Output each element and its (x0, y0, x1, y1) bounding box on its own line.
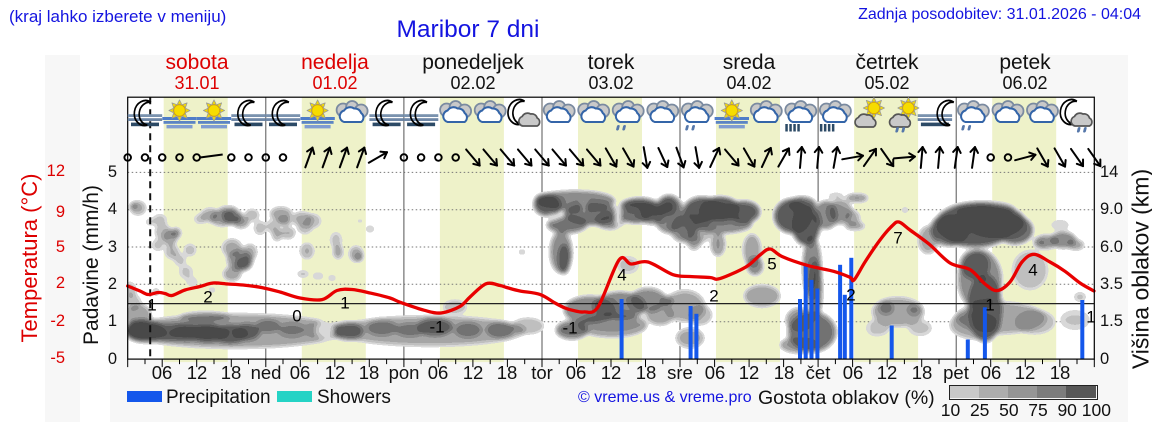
svg-text:2: 2 (203, 288, 212, 307)
svg-text:2: 2 (846, 286, 855, 305)
svg-text:1: 1 (147, 296, 156, 315)
svg-text:2: 2 (709, 287, 718, 306)
svg-text:7: 7 (893, 229, 902, 248)
svg-text:4: 4 (617, 266, 626, 285)
svg-text:1: 1 (340, 294, 349, 313)
svg-text:4: 4 (1028, 261, 1037, 280)
svg-text:1: 1 (1086, 308, 1095, 327)
svg-text:-1: -1 (562, 319, 577, 338)
svg-text:1: 1 (985, 296, 994, 315)
svg-text:-1: -1 (429, 318, 444, 337)
svg-text:0: 0 (292, 307, 301, 326)
svg-text:5: 5 (767, 255, 776, 274)
